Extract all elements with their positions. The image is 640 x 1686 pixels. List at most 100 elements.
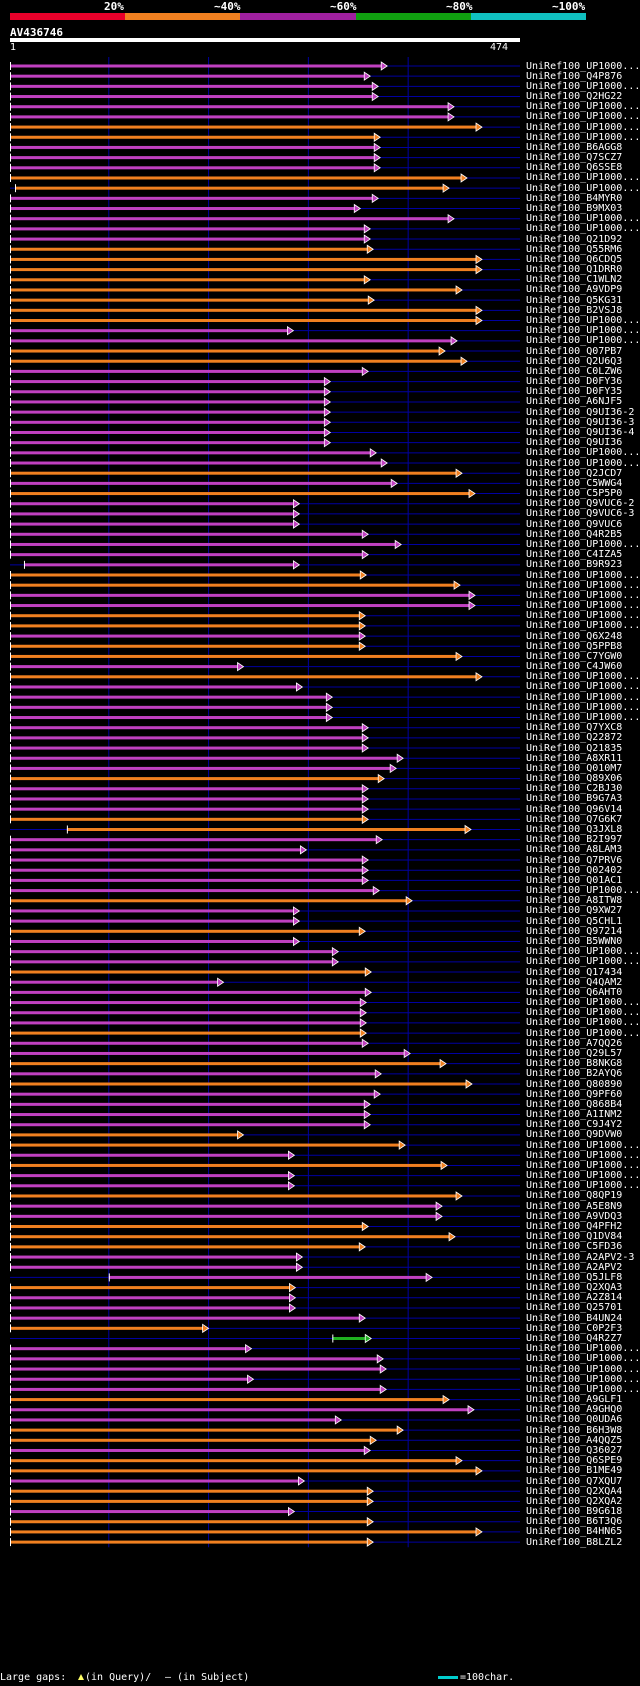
hit-accession-link[interactable]: UniRef100_Q6SSE8 — [526, 162, 623, 174]
hit-accession-link[interactable]: UniRef100_Q01AC1 — [526, 874, 623, 886]
hit-accession-link[interactable]: UniRef100_UP1000... — [526, 131, 638, 143]
hit-accession-link[interactable]: UniRef100_UP1000... — [526, 1159, 638, 1171]
hit-accession-link[interactable]: UniRef100_Q2HG22 — [526, 91, 623, 103]
hit-accession-link[interactable]: UniRef100_Q21D92 — [526, 233, 623, 245]
hit-accession-link[interactable]: UniRef100_Q5CHL1 — [526, 915, 623, 927]
hit-accession-link[interactable]: UniRef100_UP1000... — [526, 1363, 638, 1375]
hit-accession-link[interactable]: UniRef100_Q9XW27 — [526, 905, 623, 917]
hit-accession-link[interactable]: UniRef100_A5E8N9 — [526, 1200, 623, 1212]
hit-accession-link[interactable]: UniRef100_UP1000... — [526, 600, 638, 612]
hit-accession-link[interactable]: UniRef100_Q7SCZ7 — [526, 152, 623, 164]
hit-accession-link[interactable]: UniRef100_UP1000... — [526, 579, 638, 591]
hit-accession-link[interactable]: UniRef100_A9VDQ3 — [526, 1210, 623, 1222]
hit-accession-link[interactable]: UniRef100_Q7XQU7 — [526, 1475, 623, 1487]
hit-accession-link[interactable]: UniRef100_C5WWG4 — [526, 477, 623, 489]
hit-accession-link[interactable]: UniRef100_UP1000... — [526, 60, 638, 72]
hit-accession-link[interactable]: UniRef100_Q2XQA2 — [526, 1495, 623, 1507]
hit-accession-link[interactable]: UniRef100_Q1DV84 — [526, 1231, 623, 1243]
hit-accession-link[interactable]: UniRef100_UP1000... — [526, 997, 638, 1009]
hit-accession-link[interactable]: UniRef100_Q7PRV6 — [526, 854, 623, 866]
hit-accession-link[interactable]: UniRef100_Q29L57 — [526, 1047, 623, 1059]
hit-accession-link[interactable]: UniRef100_Q2XQA3 — [526, 1282, 623, 1294]
hit-accession-link[interactable]: UniRef100_B2AYQ6 — [526, 1068, 623, 1080]
hit-accession-link[interactable]: UniRef100_Q21835 — [526, 742, 623, 754]
hit-accession-link[interactable]: UniRef100_UP1000... — [526, 681, 638, 693]
hit-accession-link[interactable]: UniRef100_Q868B4 — [526, 1098, 623, 1110]
hit-accession-link[interactable]: UniRef100_UP1000... — [526, 1180, 638, 1192]
hit-accession-link[interactable]: UniRef100_Q2XQA4 — [526, 1485, 623, 1497]
hit-accession-link[interactable]: UniRef100_Q2JCD7 — [526, 467, 623, 479]
hit-accession-link[interactable]: UniRef100_UP1000... — [526, 1383, 638, 1395]
hit-row[interactable] — [10, 1537, 520, 1548]
hit-accession-link[interactable]: UniRef100_Q6SPE9 — [526, 1455, 623, 1467]
hit-accession-link[interactable]: UniRef100_UP1000... — [526, 1017, 638, 1029]
hit-accession-link[interactable]: UniRef100_Q9VUC6-2 — [526, 498, 635, 510]
hit-accession-link[interactable]: UniRef100_Q6X248 — [526, 630, 623, 642]
hit-accession-link[interactable]: UniRef100_Q9VUC6-3 — [526, 508, 635, 520]
hit-accession-link[interactable]: UniRef100_UP1000... — [526, 885, 638, 897]
hit-accession-link[interactable]: UniRef100_UP1000... — [526, 172, 638, 184]
hit-accession-link[interactable]: UniRef100_UP1000... — [526, 691, 638, 703]
hit-accession-link[interactable]: UniRef100_Q7YXC8 — [526, 722, 623, 734]
hit-accession-link[interactable]: UniRef100_Q07PB7 — [526, 345, 623, 357]
hit-accession-link[interactable]: UniRef100_Q17434 — [526, 966, 623, 978]
hit-accession-link[interactable]: UniRef100_B1ME49 — [526, 1465, 623, 1477]
hit-accession-link[interactable]: UniRef100_UP1000... — [526, 589, 638, 601]
hit-accession-link[interactable]: UniRef100_C9J4Y2 — [526, 1119, 623, 1131]
hit-accession-link[interactable]: UniRef100_B2VSJ8 — [526, 304, 623, 316]
hit-accession-link[interactable]: UniRef100_B8NKG8 — [526, 1058, 623, 1070]
hit-accession-link[interactable]: UniRef100_C2BJ30 — [526, 783, 623, 795]
hit-accession-link[interactable]: UniRef100_Q02402 — [526, 864, 623, 876]
hit-accession-link[interactable]: UniRef100_UP1000... — [526, 111, 638, 123]
hit-accession-link[interactable]: UniRef100_D0FY36 — [526, 376, 623, 388]
hit-accession-link[interactable]: UniRef100_A8LAM3 — [526, 844, 623, 856]
hit-accession-link[interactable]: UniRef100_Q3JXL8 — [526, 824, 623, 835]
hit-accession-link[interactable]: UniRef100_Q25701 — [526, 1302, 623, 1314]
hit-accession-link[interactable]: UniRef100_UP1000... — [526, 701, 638, 713]
hit-accession-link[interactable]: UniRef100_Q4PFH2 — [526, 1221, 623, 1233]
hit-accession-link[interactable]: UniRef100_Q97214 — [526, 925, 623, 937]
hit-accession-link[interactable]: UniRef100_A9GHQ0 — [526, 1404, 623, 1416]
hit-accession-link[interactable]: UniRef100_UP1000... — [526, 121, 638, 133]
hit-accession-link[interactable]: UniRef100_UP1000... — [526, 1170, 638, 1182]
hit-accession-link[interactable]: UniRef100_Q89X06 — [526, 773, 623, 785]
hit-accession-link[interactable]: UniRef100_A2APV2 — [526, 1261, 623, 1273]
hit-accession-link[interactable]: UniRef100_B9MX03 — [526, 203, 623, 215]
hit-accession-link[interactable]: UniRef100_B2I997 — [526, 834, 623, 846]
hit-accession-link[interactable]: UniRef100_UP1000... — [526, 213, 638, 225]
hit-accession-link[interactable]: UniRef100_A7QQ26 — [526, 1037, 623, 1049]
hit-accession-link[interactable]: UniRef100_Q2U6Q3 — [526, 355, 623, 367]
hit-accession-link[interactable]: UniRef100_Q1DRR0 — [526, 264, 623, 276]
hit-accession-link[interactable]: UniRef100_Q4QAM2 — [526, 976, 623, 988]
hit-accession-link[interactable]: UniRef100_C4JW60 — [526, 661, 623, 673]
hit-accession-link[interactable]: UniRef100_Q9PF60 — [526, 1088, 623, 1100]
hit-accession-link[interactable]: UniRef100_B6T3Q6 — [526, 1516, 623, 1528]
hit-accession-link[interactable]: UniRef100_Q96V14 — [526, 803, 623, 815]
hit-accession-link[interactable]: UniRef100_A6NJF5 — [526, 396, 623, 408]
hit-accession-link[interactable]: UniRef100_UP1000... — [526, 457, 638, 469]
hit-accession-link[interactable]: UniRef100_UP1000... — [526, 1149, 638, 1161]
hit-accession-link[interactable]: UniRef100_A1INM2 — [526, 1109, 623, 1121]
hit-accession-link[interactable]: UniRef100_UP1000... — [526, 569, 638, 581]
hit-accession-link[interactable]: UniRef100_B6AGG8 — [526, 141, 623, 153]
hit-accession-link[interactable]: UniRef100_C7YGW0 — [526, 650, 623, 662]
hit-accession-link[interactable]: UniRef100_A8ITW8 — [526, 895, 623, 907]
hit-accession-link[interactable]: UniRef100_Q0UDA6 — [526, 1414, 623, 1426]
hit-accession-link[interactable]: UniRef100_Q010M7 — [526, 762, 623, 774]
hit-accession-link[interactable]: UniRef100_A8XR11 — [526, 752, 623, 764]
hit-accession-link[interactable]: UniRef100_D0FY35 — [526, 386, 623, 398]
hit-accession-link[interactable]: UniRef100_UP1000... — [526, 335, 638, 347]
hit-accession-link[interactable]: UniRef100_UP1000... — [526, 956, 638, 968]
hit-accession-link[interactable]: UniRef100_C0LZW6 — [526, 365, 623, 377]
hit-accession-link[interactable]: UniRef100_Q7G6K7 — [526, 813, 623, 825]
hit-accession-link[interactable]: UniRef100_UP1000... — [526, 182, 638, 194]
hit-accession-link[interactable]: UniRef100_Q5PPB8 — [526, 640, 623, 652]
hit-accession-link[interactable]: UniRef100_UP1000... — [526, 946, 638, 958]
hit-accession-link[interactable]: UniRef100_Q55RM6 — [526, 243, 623, 255]
hit-accession-link[interactable]: UniRef100_UP1000... — [526, 1139, 638, 1151]
hit-accession-link[interactable]: UniRef100_Q6CDQ5 — [526, 253, 623, 265]
hit-accession-link[interactable]: UniRef100_B4HN65 — [526, 1526, 623, 1538]
hit-accession-link[interactable]: UniRef100_C5P5P0 — [526, 488, 623, 500]
hit-accession-link[interactable]: UniRef100_Q4R2Z7 — [526, 1333, 623, 1344]
hit-accession-link[interactable]: UniRef100_B4MYR0 — [526, 192, 623, 204]
